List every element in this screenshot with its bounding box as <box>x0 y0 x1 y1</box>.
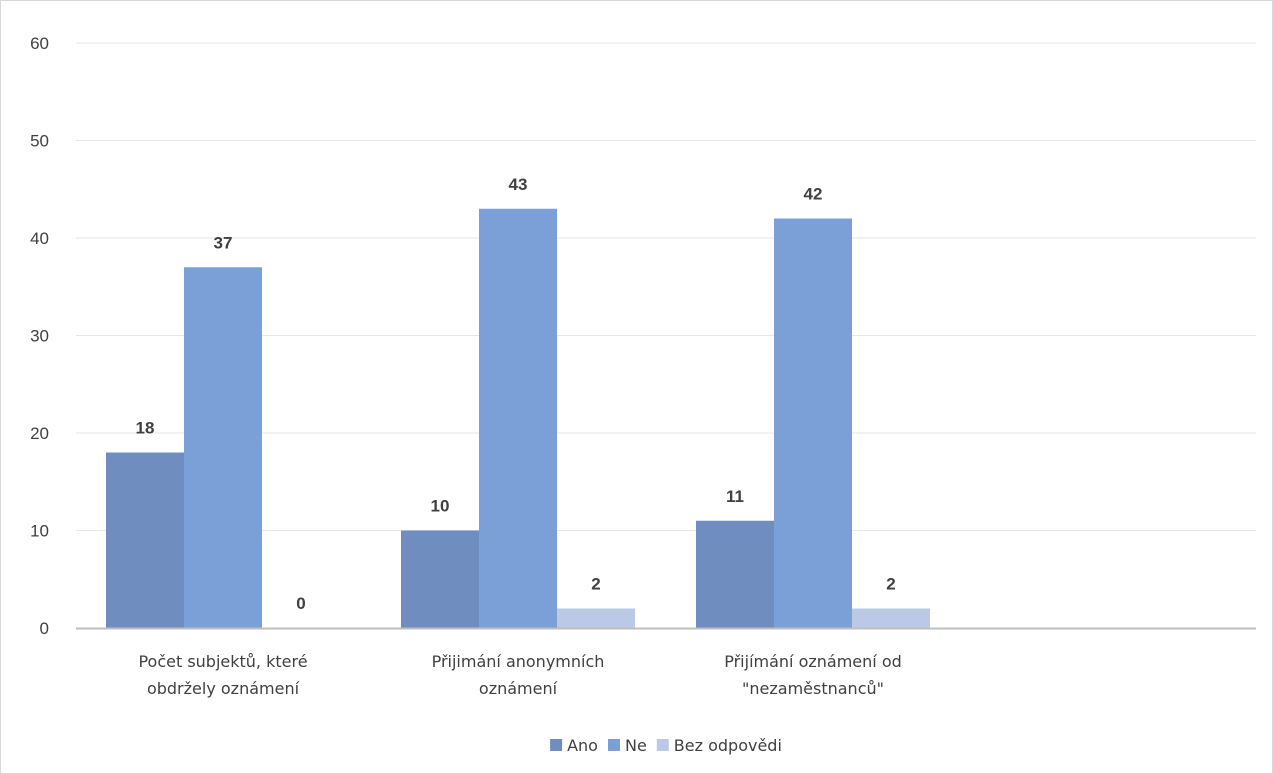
bar[interactable] <box>696 520 774 628</box>
y-tick-label: 20 <box>30 424 49 443</box>
bar[interactable] <box>401 530 479 629</box>
data-label: 43 <box>509 175 528 194</box>
y-tick-label: 0 <box>40 619 49 638</box>
legend-swatch <box>550 739 563 751</box>
data-label: 42 <box>804 185 823 204</box>
data-label: 0 <box>296 594 305 613</box>
bar[interactable] <box>106 452 184 629</box>
data-label: 2 <box>886 575 895 594</box>
legend-label: Ne <box>625 736 647 755</box>
y-tick-label: 30 <box>30 327 49 346</box>
legend-swatch <box>656 739 669 751</box>
legend-label: Ano <box>567 736 598 755</box>
bar[interactable] <box>557 608 635 629</box>
data-label: 10 <box>431 497 450 516</box>
x-category-label: Počet subjektů, které obdržely oznámení <box>138 652 307 698</box>
y-tick-label: 50 <box>30 132 49 151</box>
data-label: 11 <box>726 487 744 506</box>
legend-label: Bez odpovědi <box>674 736 782 755</box>
y-tick-label: 60 <box>30 34 49 53</box>
y-tick-label: 40 <box>30 229 49 248</box>
legend-swatch <box>607 739 620 751</box>
data-label: 2 <box>591 575 600 594</box>
data-label: 18 <box>136 419 155 438</box>
data-label: 37 <box>214 233 233 252</box>
x-category-label: Přijímání oznámení od "nezaměstnanců" <box>724 652 902 698</box>
x-category-label: Přijimání anonymních oznámení <box>432 652 605 698</box>
bar[interactable] <box>852 608 930 629</box>
bar[interactable] <box>774 218 852 629</box>
y-tick-label: 10 <box>30 522 49 541</box>
bar[interactable] <box>479 208 557 628</box>
bar[interactable] <box>184 267 262 628</box>
